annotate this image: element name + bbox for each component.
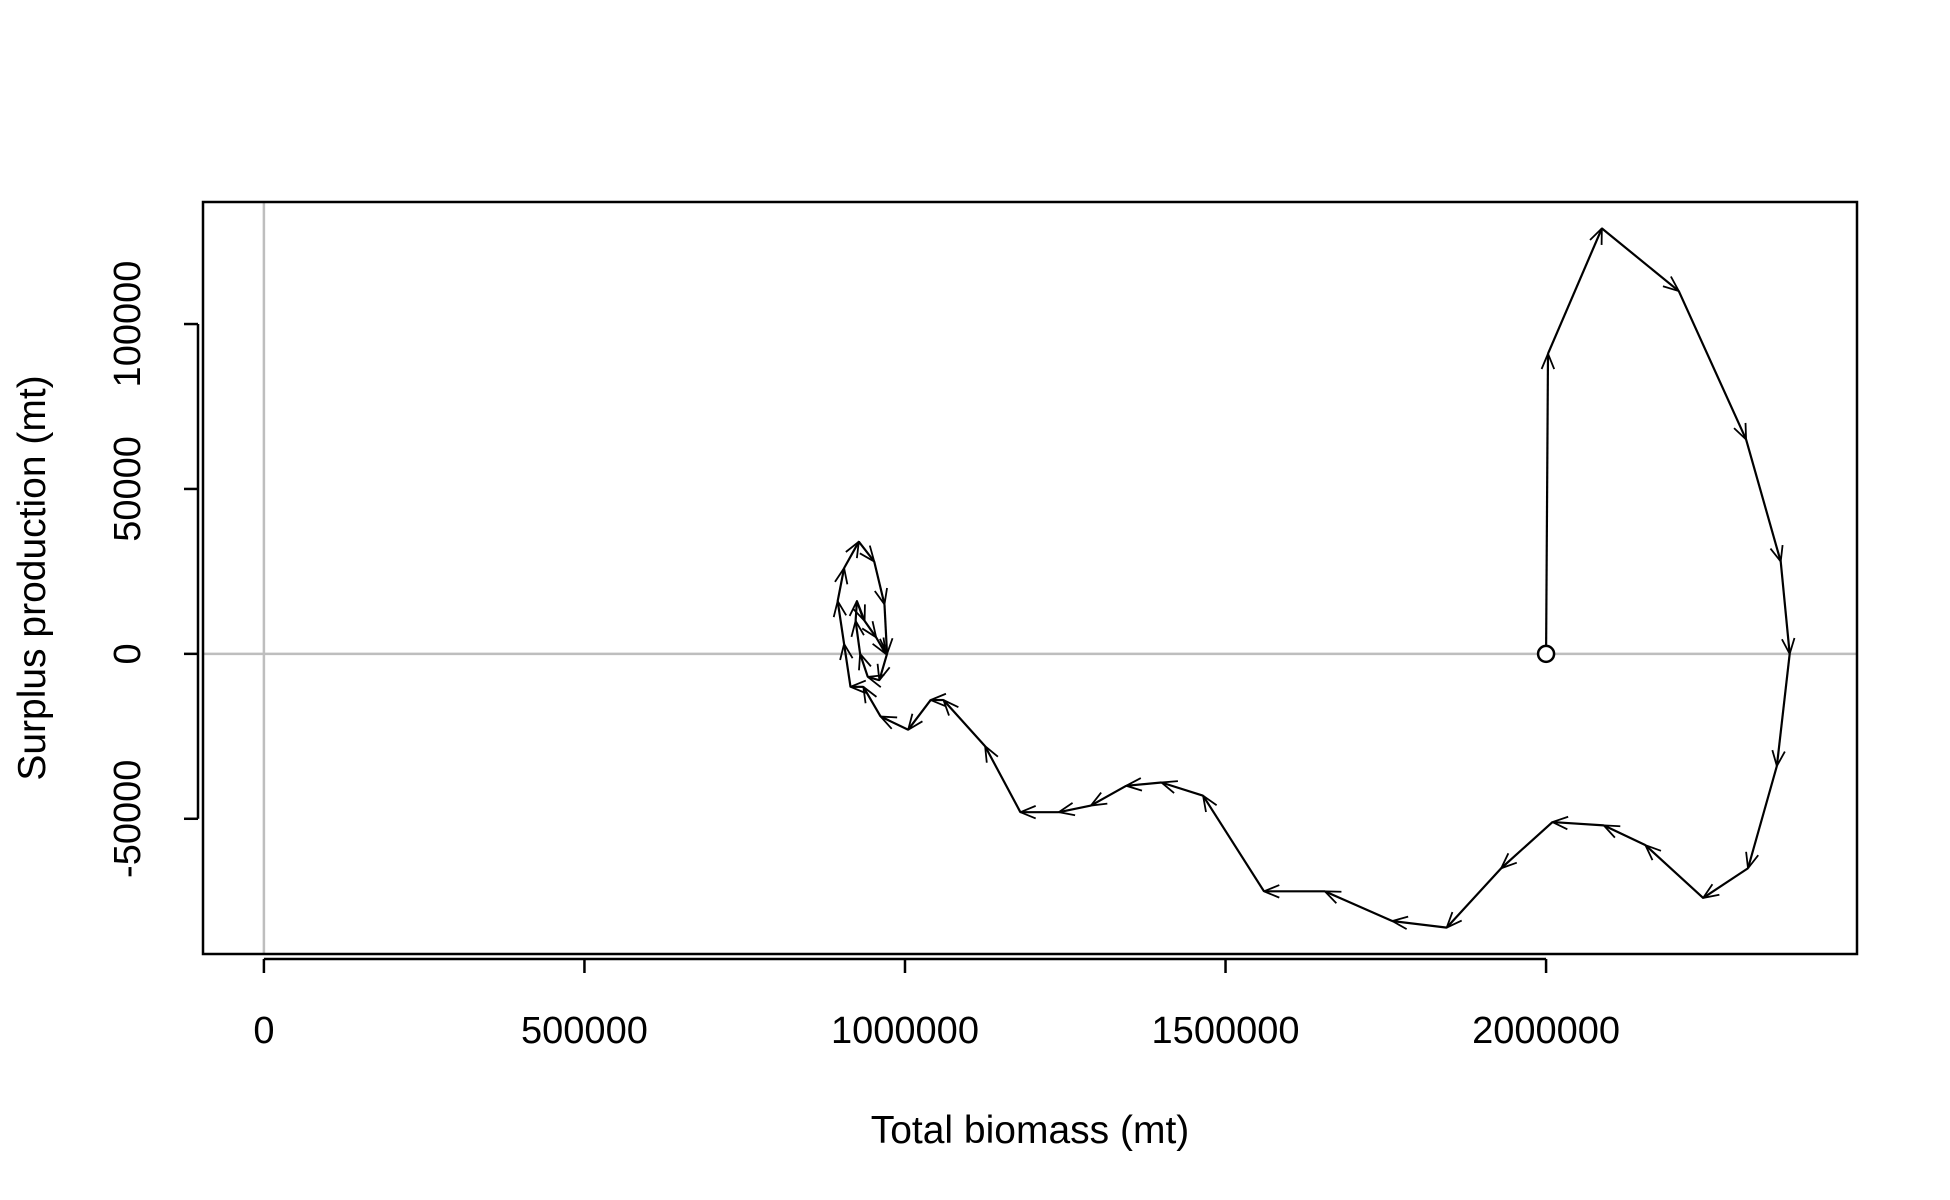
trajectory-segment — [1059, 806, 1092, 813]
trajectory-segment — [856, 621, 860, 655]
trajectory-segment — [1126, 782, 1162, 785]
trajectory-segment — [1161, 782, 1204, 797]
trajectory-segment — [1779, 561, 1790, 654]
trajectory-segment — [1392, 921, 1447, 928]
start-point-marker — [1536, 644, 1556, 664]
trajectory-segment — [1552, 822, 1604, 825]
trajectory-segment — [1748, 765, 1778, 868]
x-tick-label: 1500000 — [1152, 1010, 1300, 1052]
trajectory-segment — [1325, 890, 1393, 923]
y-tick-label: 0 — [107, 643, 149, 664]
trajectory-segment — [1645, 845, 1704, 899]
trajectory-segment — [1601, 227, 1679, 291]
trajectory-segment — [1745, 439, 1781, 561]
trajectory-segment — [1091, 784, 1127, 806]
trajectory-segment — [943, 700, 986, 747]
plot-frame — [201, 200, 1859, 956]
trajectory-segment — [856, 601, 857, 621]
trajectory-segment — [843, 542, 859, 569]
trajectory-segment — [857, 600, 865, 621]
x-axis-title: Total biomass (mt) — [871, 1109, 1190, 1152]
trajectory-segment — [857, 541, 874, 562]
y-tick-label: -50000 — [107, 760, 149, 878]
trajectory-segment — [1203, 796, 1265, 892]
trajectory-segment — [838, 568, 844, 602]
x-axis: 0 500000 1000000 1500000 2000000 — [253, 957, 1620, 1052]
reference-lines — [203, 202, 1857, 954]
trajectory-segment — [985, 746, 1022, 813]
trajectory-segment — [1501, 821, 1554, 868]
trajectory-segment — [1447, 867, 1503, 927]
x-tick-label: 2000000 — [1472, 1010, 1620, 1052]
y-tick-label: 100000 — [107, 261, 149, 388]
trajectory-segment — [865, 620, 877, 637]
trajectory-segment — [1546, 228, 1603, 355]
trajectory-segment — [860, 654, 868, 678]
trajectory-segment — [879, 653, 887, 680]
trajectory-segment — [884, 604, 887, 653]
trajectory — [838, 228, 1790, 927]
trajectory-segment — [844, 644, 850, 688]
trajectory-segment — [1777, 653, 1791, 766]
trajectory-segment — [868, 677, 880, 680]
trajectory-segment — [863, 687, 882, 718]
y-axis-title: Surplus production (mt) — [11, 375, 54, 780]
trajectory-segment — [1703, 867, 1749, 898]
trajectory-segment — [838, 601, 844, 645]
trajectory-segment — [1546, 354, 1548, 654]
y-tick-label: 50000 — [107, 436, 149, 542]
trajectory-segment — [1677, 290, 1748, 439]
x-tick-label: 500000 — [521, 1010, 648, 1052]
trajectory-segment — [881, 717, 909, 731]
x-tick-label: 0 — [253, 1010, 274, 1052]
x-tick-label: 1000000 — [831, 1010, 979, 1052]
trajectory-segment — [908, 699, 932, 730]
trajectory-segment — [873, 561, 884, 605]
y-axis: -50000 0 50000 100000 — [107, 261, 200, 878]
trajectory-segment — [1604, 825, 1646, 847]
trajectory-segment — [876, 636, 886, 653]
